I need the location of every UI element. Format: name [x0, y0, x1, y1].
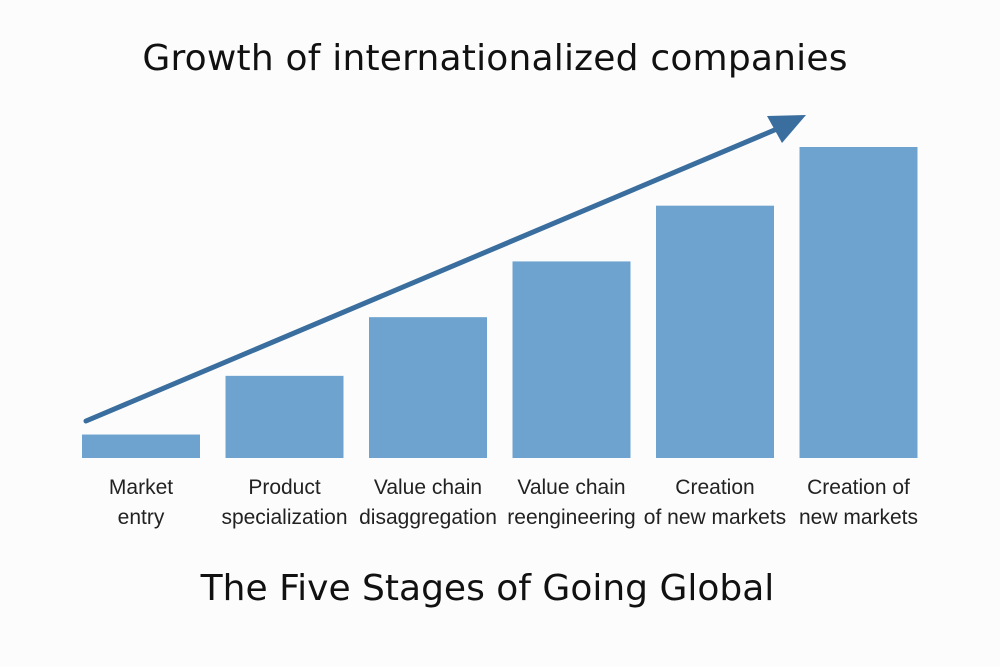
growth-trend-arrow: [83, 115, 806, 424]
category-label-1-line-2: entry: [118, 506, 165, 529]
category-label-5-line-1: Creation: [675, 476, 754, 499]
bar-5: [656, 205, 774, 458]
category-label-4-line-2: reengineering: [507, 506, 635, 529]
bars-layer: [82, 147, 918, 458]
bar-2: [225, 375, 344, 458]
chart-title: Growth of internationalized companies: [142, 38, 848, 79]
bar-4: [512, 261, 631, 458]
category-label-1-line-1: Market: [109, 476, 173, 499]
category-label-5-line-2: of new markets: [644, 506, 786, 529]
bar-3: [369, 317, 487, 458]
category-label-4-line-1: Value chain: [517, 476, 625, 499]
category-label-3-line-1: Value chain: [374, 476, 482, 499]
trend-arrow-line: [83, 123, 787, 424]
category-labels: Market entry Product specialization Value ch…: [109, 476, 918, 529]
chart-subtitle: The Five Stages of Going Global: [200, 568, 775, 609]
category-label-6-line-1: Creation of: [807, 476, 910, 499]
bar-6: [799, 147, 918, 458]
bar-1: [82, 434, 200, 458]
category-label-2-line-1: Product: [248, 476, 321, 499]
category-label-3-line-2: disaggregation: [359, 506, 497, 529]
category-label-6-line-2: new markets: [799, 506, 918, 529]
category-label-2-line-2: specialization: [221, 506, 347, 529]
trend-arrow-head: [767, 115, 806, 143]
